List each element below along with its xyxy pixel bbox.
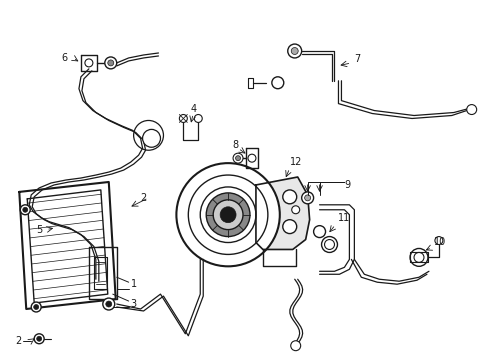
Circle shape: [176, 163, 279, 266]
Circle shape: [107, 60, 114, 66]
Circle shape: [434, 237, 442, 244]
Circle shape: [271, 77, 283, 89]
Circle shape: [34, 334, 44, 344]
Text: 12: 12: [289, 157, 302, 167]
Circle shape: [287, 44, 301, 58]
Circle shape: [235, 156, 240, 161]
Circle shape: [247, 154, 255, 162]
Text: 4: 4: [190, 104, 196, 113]
Circle shape: [188, 175, 267, 255]
Circle shape: [31, 302, 41, 312]
Circle shape: [85, 59, 93, 67]
Circle shape: [20, 205, 30, 215]
Circle shape: [313, 226, 325, 238]
Circle shape: [194, 114, 202, 122]
Circle shape: [37, 336, 41, 341]
Circle shape: [466, 105, 476, 114]
Circle shape: [142, 129, 160, 147]
Circle shape: [213, 200, 243, 230]
Circle shape: [200, 187, 255, 243]
Polygon shape: [255, 177, 309, 249]
Circle shape: [282, 220, 296, 234]
Circle shape: [324, 239, 334, 249]
Circle shape: [23, 207, 28, 212]
Circle shape: [301, 192, 313, 204]
Circle shape: [409, 248, 427, 266]
Text: 10: 10: [433, 237, 445, 247]
Text: 11: 11: [337, 213, 349, 223]
Circle shape: [233, 153, 243, 163]
Text: 9: 9: [344, 180, 350, 190]
Text: 2: 2: [15, 336, 21, 346]
Circle shape: [282, 190, 296, 204]
Circle shape: [179, 114, 187, 122]
Circle shape: [291, 48, 298, 54]
Circle shape: [220, 207, 236, 223]
Circle shape: [291, 206, 299, 214]
Circle shape: [413, 252, 423, 262]
Circle shape: [304, 195, 310, 201]
Text: 2: 2: [141, 193, 146, 203]
Text: 1: 1: [130, 279, 137, 289]
Polygon shape: [19, 182, 116, 309]
Circle shape: [206, 193, 249, 237]
Text: 8: 8: [232, 140, 238, 150]
Circle shape: [102, 298, 115, 310]
Circle shape: [104, 57, 117, 69]
Text: 7: 7: [354, 54, 360, 64]
Circle shape: [321, 237, 337, 252]
Text: 3: 3: [130, 299, 137, 309]
Circle shape: [290, 341, 300, 351]
Text: 5: 5: [36, 225, 42, 235]
Circle shape: [105, 301, 112, 307]
Text: 6: 6: [61, 53, 67, 63]
Circle shape: [34, 305, 39, 310]
